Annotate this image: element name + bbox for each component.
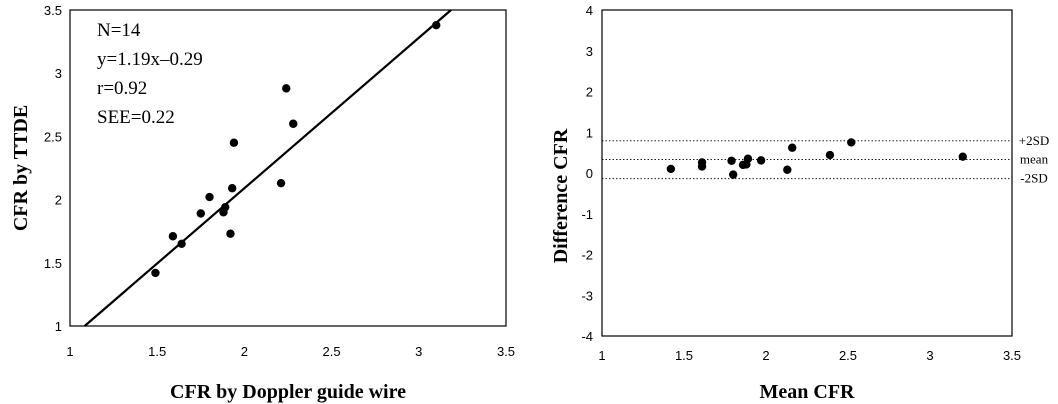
annotation-line: y=1.19x–0.29 <box>97 49 203 70</box>
right-y-tick-label: -4 <box>581 329 593 344</box>
left-y-tick-label: 1.5 <box>44 256 62 271</box>
reference-line-label: -2SD <box>1020 171 1047 186</box>
left-plot-frame <box>69 9 507 327</box>
left-y-tick-label: 3.5 <box>44 3 62 18</box>
right-x-tick-label: 3.5 <box>1003 348 1021 363</box>
data-point <box>177 239 186 249</box>
data-point <box>229 138 239 147</box>
data-point <box>666 164 676 174</box>
statistics-annotation: N=14 y=1.19x–0.29 r=0.92 SEE=0.22 <box>97 20 203 128</box>
right-y-tick-label: -2 <box>581 248 593 263</box>
right-y-tick-label: 4 <box>586 3 593 18</box>
right-x-tick-label: 1 <box>598 348 605 363</box>
right-x-tick-label: 2.5 <box>839 348 857 363</box>
data-point <box>727 156 736 165</box>
right-x-axis-title: Mean CFR <box>760 381 856 403</box>
annotation-line: SEE=0.22 <box>97 107 175 128</box>
right-y-tick-label: -3 <box>581 288 593 303</box>
data-point <box>432 20 441 30</box>
data-point <box>783 165 792 174</box>
left-x-tick-labels: 1 1.5 2 2.5 3 3.5 <box>66 344 515 359</box>
left-scatter-panel: 1 1.5 2 2.5 3 3.5 1 1.5 2 2.5 3 3.5 N=14 y=1.19x–0.… <box>10 3 515 403</box>
data-point <box>756 156 766 165</box>
reference-lines: +2SD mean -2SD <box>602 133 1049 186</box>
annotation-line: N=14 <box>97 20 141 41</box>
left-x-tick-label: 3.5 <box>497 344 515 359</box>
data-point <box>276 178 286 188</box>
data-point <box>729 170 738 179</box>
annotation-line: r=0.92 <box>97 78 147 99</box>
regression-line <box>83 9 452 327</box>
left-y-axis-title: CFR by TTDE <box>10 105 32 231</box>
right-x-tick-label: 3 <box>926 348 933 363</box>
left-x-tick-label: 1 <box>66 344 73 359</box>
left-x-axis-title: CFR by Doppler guide wire <box>170 381 406 403</box>
data-point <box>788 143 797 152</box>
data-point <box>958 152 967 161</box>
left-y-tick-label: 2 <box>55 193 62 208</box>
right-y-tick-label: 0 <box>586 166 593 181</box>
right-data-points <box>666 138 967 179</box>
left-data-points <box>151 20 441 278</box>
data-point <box>227 184 237 193</box>
data-point <box>205 192 214 202</box>
right-plot-frame <box>601 9 1013 337</box>
right-y-tick-label: 3 <box>586 44 593 59</box>
data-point <box>168 232 178 241</box>
left-y-tick-label: 1 <box>55 319 62 334</box>
left-x-tick-label: 3 <box>415 344 422 359</box>
data-point <box>226 229 235 238</box>
right-y-tick-labels: -4 -3 -2 -1 0 1 2 3 4 <box>581 3 593 344</box>
data-point <box>825 150 835 160</box>
left-x-tick-label: 1.5 <box>148 344 166 359</box>
left-y-tick-label: 3 <box>55 66 62 81</box>
data-point <box>196 209 205 218</box>
right-y-tick-label: 2 <box>586 85 593 100</box>
left-y-tick-labels: 1 1.5 2 2.5 3 3.5 <box>44 3 62 334</box>
right-x-tick-label: 2 <box>762 348 769 363</box>
right-y-tick-label: 1 <box>586 125 593 140</box>
right-y-axis-title: Difference CFR <box>550 128 572 263</box>
data-point <box>697 162 707 171</box>
reference-line-label: +2SD <box>1019 133 1049 148</box>
left-x-tick-label: 2.5 <box>323 344 341 359</box>
data-point <box>847 138 856 147</box>
left-y-tick-label: 2.5 <box>44 129 62 144</box>
data-point <box>221 202 230 212</box>
left-x-tick-label: 2 <box>241 344 248 359</box>
right-x-tick-labels: 1 1.5 2 2.5 3 3.5 <box>598 348 1021 363</box>
reference-line-label: mean <box>1020 152 1049 167</box>
right-y-tick-label: -1 <box>581 207 593 222</box>
data-point <box>151 268 160 278</box>
data-point <box>282 84 291 93</box>
data-point <box>743 154 753 163</box>
right-x-tick-label: 1.5 <box>675 348 693 363</box>
data-point <box>289 119 298 128</box>
